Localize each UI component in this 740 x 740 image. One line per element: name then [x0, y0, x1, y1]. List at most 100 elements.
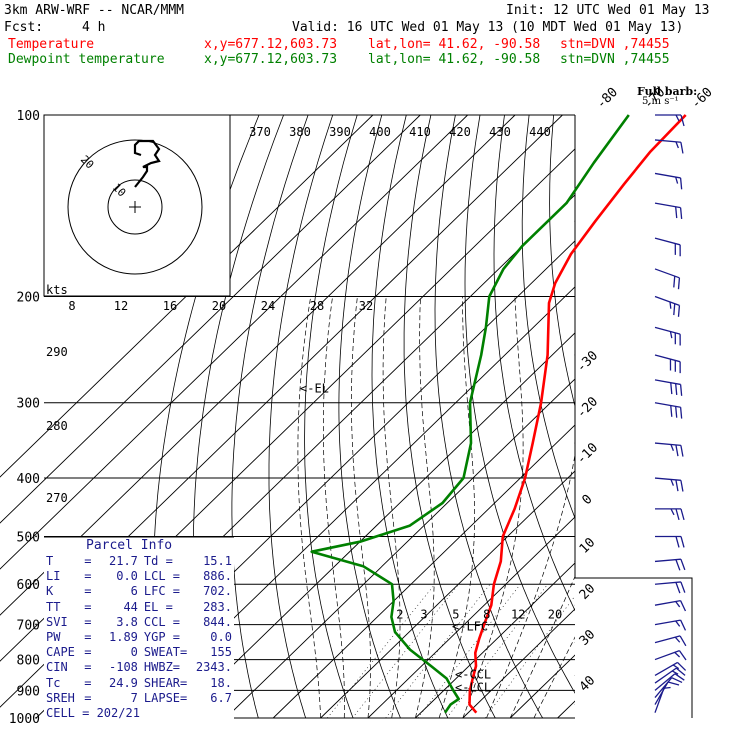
moist-adiabat-line: [486, 452, 575, 719]
parcel-value-2: 886.: [203, 569, 232, 584]
wind-barb-shaft: [654, 295, 680, 307]
hodograph-trace: [133, 139, 161, 188]
isotherm-line: [0, 114, 516, 616]
wind-barb-shaft: [654, 673, 676, 691]
dry-adiabat-line: [304, 114, 358, 719]
moist-adiabat-line: [438, 296, 475, 719]
mixing-ratio-label: 2: [396, 608, 403, 622]
wind-barb-flag: [680, 619, 687, 631]
wind-barb-flag: [679, 384, 683, 396]
parcel-key-2: CCL =: [143, 614, 181, 629]
isotherm-line: [605, 115, 740, 718]
parcel-eq: =: [84, 569, 92, 584]
wind-barb-flag: [670, 444, 675, 451]
wind-barb-flag: [680, 508, 685, 521]
wind-barb-shaft: [654, 477, 681, 481]
wind-barb: [654, 172, 683, 190]
isotherm-label: -50: [736, 85, 740, 112]
wind-barb-flag: [673, 303, 676, 316]
wind-barb-flag: [667, 681, 680, 686]
wind-barb: [655, 535, 685, 548]
isotherm-line: [415, 562, 575, 719]
parcel-key-2: Td =: [143, 554, 173, 568]
wind-barb-flag: [675, 406, 678, 418]
pressure-tick-label: 800: [17, 654, 40, 669]
parcel-cell-value: CELL = 202/21: [46, 705, 140, 720]
moist-adiabat-line: [533, 636, 575, 719]
wind-barb-flag: [671, 677, 683, 684]
parcel-value: 44: [123, 599, 138, 614]
parcel-key-2: LCL =: [143, 569, 181, 584]
wind-barb: [654, 442, 684, 457]
parcel-row: PW = 1.89 YGP = 0.0: [46, 630, 232, 645]
moist-adiabat-line: [351, 296, 371, 719]
dewpoint-station: stn=DVN ,74455: [560, 52, 670, 67]
parcel-eq: =: [84, 690, 92, 705]
pressure-tick-label: 1000: [9, 712, 40, 727]
wind-barb: [654, 354, 681, 374]
parcel-row: CAPE = 0 SWEAT= 155: [46, 645, 232, 660]
wind-barb: [654, 673, 685, 691]
wind-barb-flag: [675, 383, 678, 395]
wind-barb: [654, 661, 687, 677]
wind-barb-flag: [669, 301, 672, 309]
speed-scale-label: 16: [163, 299, 177, 313]
moist-adiabat-line: [382, 296, 401, 719]
dry-adiabats: [152, 114, 740, 719]
dry-adiabat-line: [338, 114, 401, 719]
valid-time: Valid: 16 UTC Wed 01 May 13 (10 MDT Wed …: [292, 20, 684, 35]
wind-barb: [654, 619, 687, 631]
wind-barb-shaft: [654, 172, 681, 179]
parcel-eq: =: [84, 614, 92, 629]
dry-adiabat-line: [521, 114, 575, 520]
wind-barb-flag: [670, 479, 675, 486]
wind-barb-flag: [680, 600, 687, 612]
wind-barb-flag: [671, 670, 679, 675]
parcel-key: TT: [46, 599, 61, 614]
wind-barb: [654, 379, 683, 396]
wind-barb-flag: [675, 601, 681, 608]
theta-side-label: 290: [46, 345, 68, 359]
hodograph-panel: [43, 114, 231, 297]
parcel-key: T: [46, 554, 54, 568]
parcel-row: SREH = 7 LAPSE= 6.7: [46, 691, 232, 706]
wind-barb: [654, 295, 681, 317]
mixing-ratio-line: [352, 584, 459, 719]
hodograph-ring-20: [67, 139, 203, 275]
dry-adiabat-line: [464, 114, 575, 694]
parcel-key-2: LFC =: [143, 584, 181, 599]
speed-scale-label: 28: [310, 299, 324, 313]
temperature-xy: x,y=677.12,603.73: [204, 37, 338, 52]
wind-barb-flag: [675, 536, 680, 548]
mixing-ratio-label: 3: [420, 608, 427, 622]
parcel-panel-bg: [44, 537, 234, 727]
isotherm-label: 20: [577, 581, 599, 603]
ccl-label: <-CCL: [455, 668, 491, 682]
wind-barb-flag: [680, 114, 685, 127]
wind-barb: [654, 237, 681, 257]
mixing-ratio-line: [446, 584, 548, 719]
wind-barb: [654, 667, 686, 684]
isotherm-label: 40: [577, 673, 599, 695]
parcel-key-2: EL =: [143, 599, 173, 614]
moist-adiabat-line: [509, 575, 575, 719]
wind-barb-flag: [670, 382, 673, 395]
wind-barb-flag: [674, 636, 681, 643]
parcel-info-panel: Parcel Info T = 21.7 Td = 15.1 LI = 0.0 LCL = 886…: [46, 538, 232, 721]
lcl-label: <-LCL: [455, 680, 491, 694]
wind-barb-flag: [675, 559, 681, 571]
barb-legend-title: Full barb:: [637, 85, 697, 98]
theta-side-label: 280: [46, 419, 68, 433]
speed-scale-label: 12: [114, 299, 128, 313]
dry-adiabat-line: [726, 115, 740, 718]
wind-barb: [654, 600, 687, 612]
parcel-key: LI: [46, 569, 61, 584]
wind-barb: [654, 558, 686, 571]
mixing-ratio-line: [327, 584, 436, 719]
moist-adiabats: [297, 296, 575, 719]
parcel-value-2: 2343.: [195, 660, 232, 675]
dry-adiabat-line: [701, 115, 740, 718]
pressure-tick-label: 700: [17, 619, 40, 634]
wind-barb-flag: [675, 667, 686, 676]
wind-barb-shaft: [654, 650, 680, 661]
